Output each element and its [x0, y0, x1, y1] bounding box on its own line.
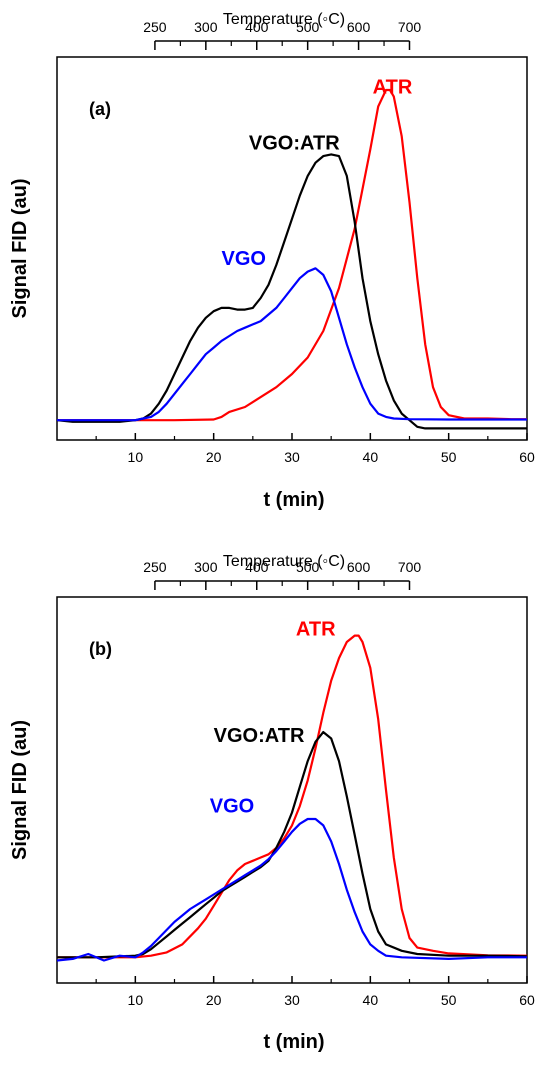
- top-axis-tick-label: 700: [398, 19, 422, 35]
- series-line-vgo: [57, 267, 527, 422]
- plot-frame: [56, 56, 528, 441]
- chart-panel-b: 10 20 30 40 50 60 250 300 400 500 600 700 Temperatur…: [9, 553, 535, 1053]
- top-axis-title: Temperature (◦C): [223, 11, 345, 28]
- series-label-atr: ATR: [373, 76, 413, 98]
- top-axis-tick-label: 400: [245, 19, 269, 35]
- series-line-atr: [57, 634, 528, 959]
- x-tick-label: 30: [284, 449, 300, 465]
- x-tick-label: 50: [441, 992, 457, 1008]
- x-axis-label: t (min): [263, 1031, 324, 1053]
- series-line-vgo-atr: [57, 731, 528, 959]
- series-line-vgo: [56, 817, 527, 962]
- series-label-vgo: VGO: [222, 248, 266, 270]
- top-axis-title: Temperature (◦C): [223, 553, 345, 570]
- x-tick-label: 10: [128, 449, 144, 465]
- x-tick-label: 40: [363, 449, 379, 465]
- panel-label: (a): [89, 99, 111, 119]
- top-axis-tick-label: 700: [398, 559, 422, 575]
- series-line-vgo-atr: [56, 153, 527, 430]
- series-label-vgo-atr: VGO:ATR: [249, 132, 340, 154]
- top-axis-tick-label: 500: [296, 559, 320, 575]
- top-axis-tick-label: 250: [143, 19, 167, 35]
- x-axis-label: t (min): [263, 489, 324, 511]
- series-line-atr: [57, 88, 527, 422]
- chart-panel-a: 10 20 30 40 50 60 250 300 400 500 600 700 Temperatur…: [9, 11, 535, 511]
- top-axis-tick-label: 300: [194, 19, 218, 35]
- x-tick-label: 10: [128, 992, 144, 1008]
- top-axis-tick-label: 500: [296, 19, 320, 35]
- y-axis-label: Signal FID (au): [9, 720, 31, 860]
- top-axis-tick-label: 250: [143, 559, 167, 575]
- y-axis-label: Signal FID (au): [9, 179, 31, 319]
- x-tick-label: 60: [519, 449, 535, 465]
- x-tick-label: 30: [284, 992, 300, 1008]
- top-axis-tick-label: 600: [347, 559, 371, 575]
- series-label-vgo-atr: VGO:ATR: [214, 725, 305, 747]
- x-tick-label: 20: [206, 449, 222, 465]
- x-tick-label: 20: [206, 992, 222, 1008]
- series-label-atr: ATR: [296, 619, 336, 641]
- x-tick-label: 60: [519, 992, 535, 1008]
- plot-frame: [56, 596, 528, 984]
- x-tick-label: 40: [363, 992, 379, 1008]
- top-axis-tick-label: 400: [245, 559, 269, 575]
- top-axis-tick-label: 300: [194, 559, 218, 575]
- top-axis-tick-label: 600: [347, 19, 371, 35]
- x-tick-label: 50: [441, 449, 457, 465]
- panel-label: (b): [89, 639, 112, 659]
- series-label-vgo: VGO: [210, 796, 254, 818]
